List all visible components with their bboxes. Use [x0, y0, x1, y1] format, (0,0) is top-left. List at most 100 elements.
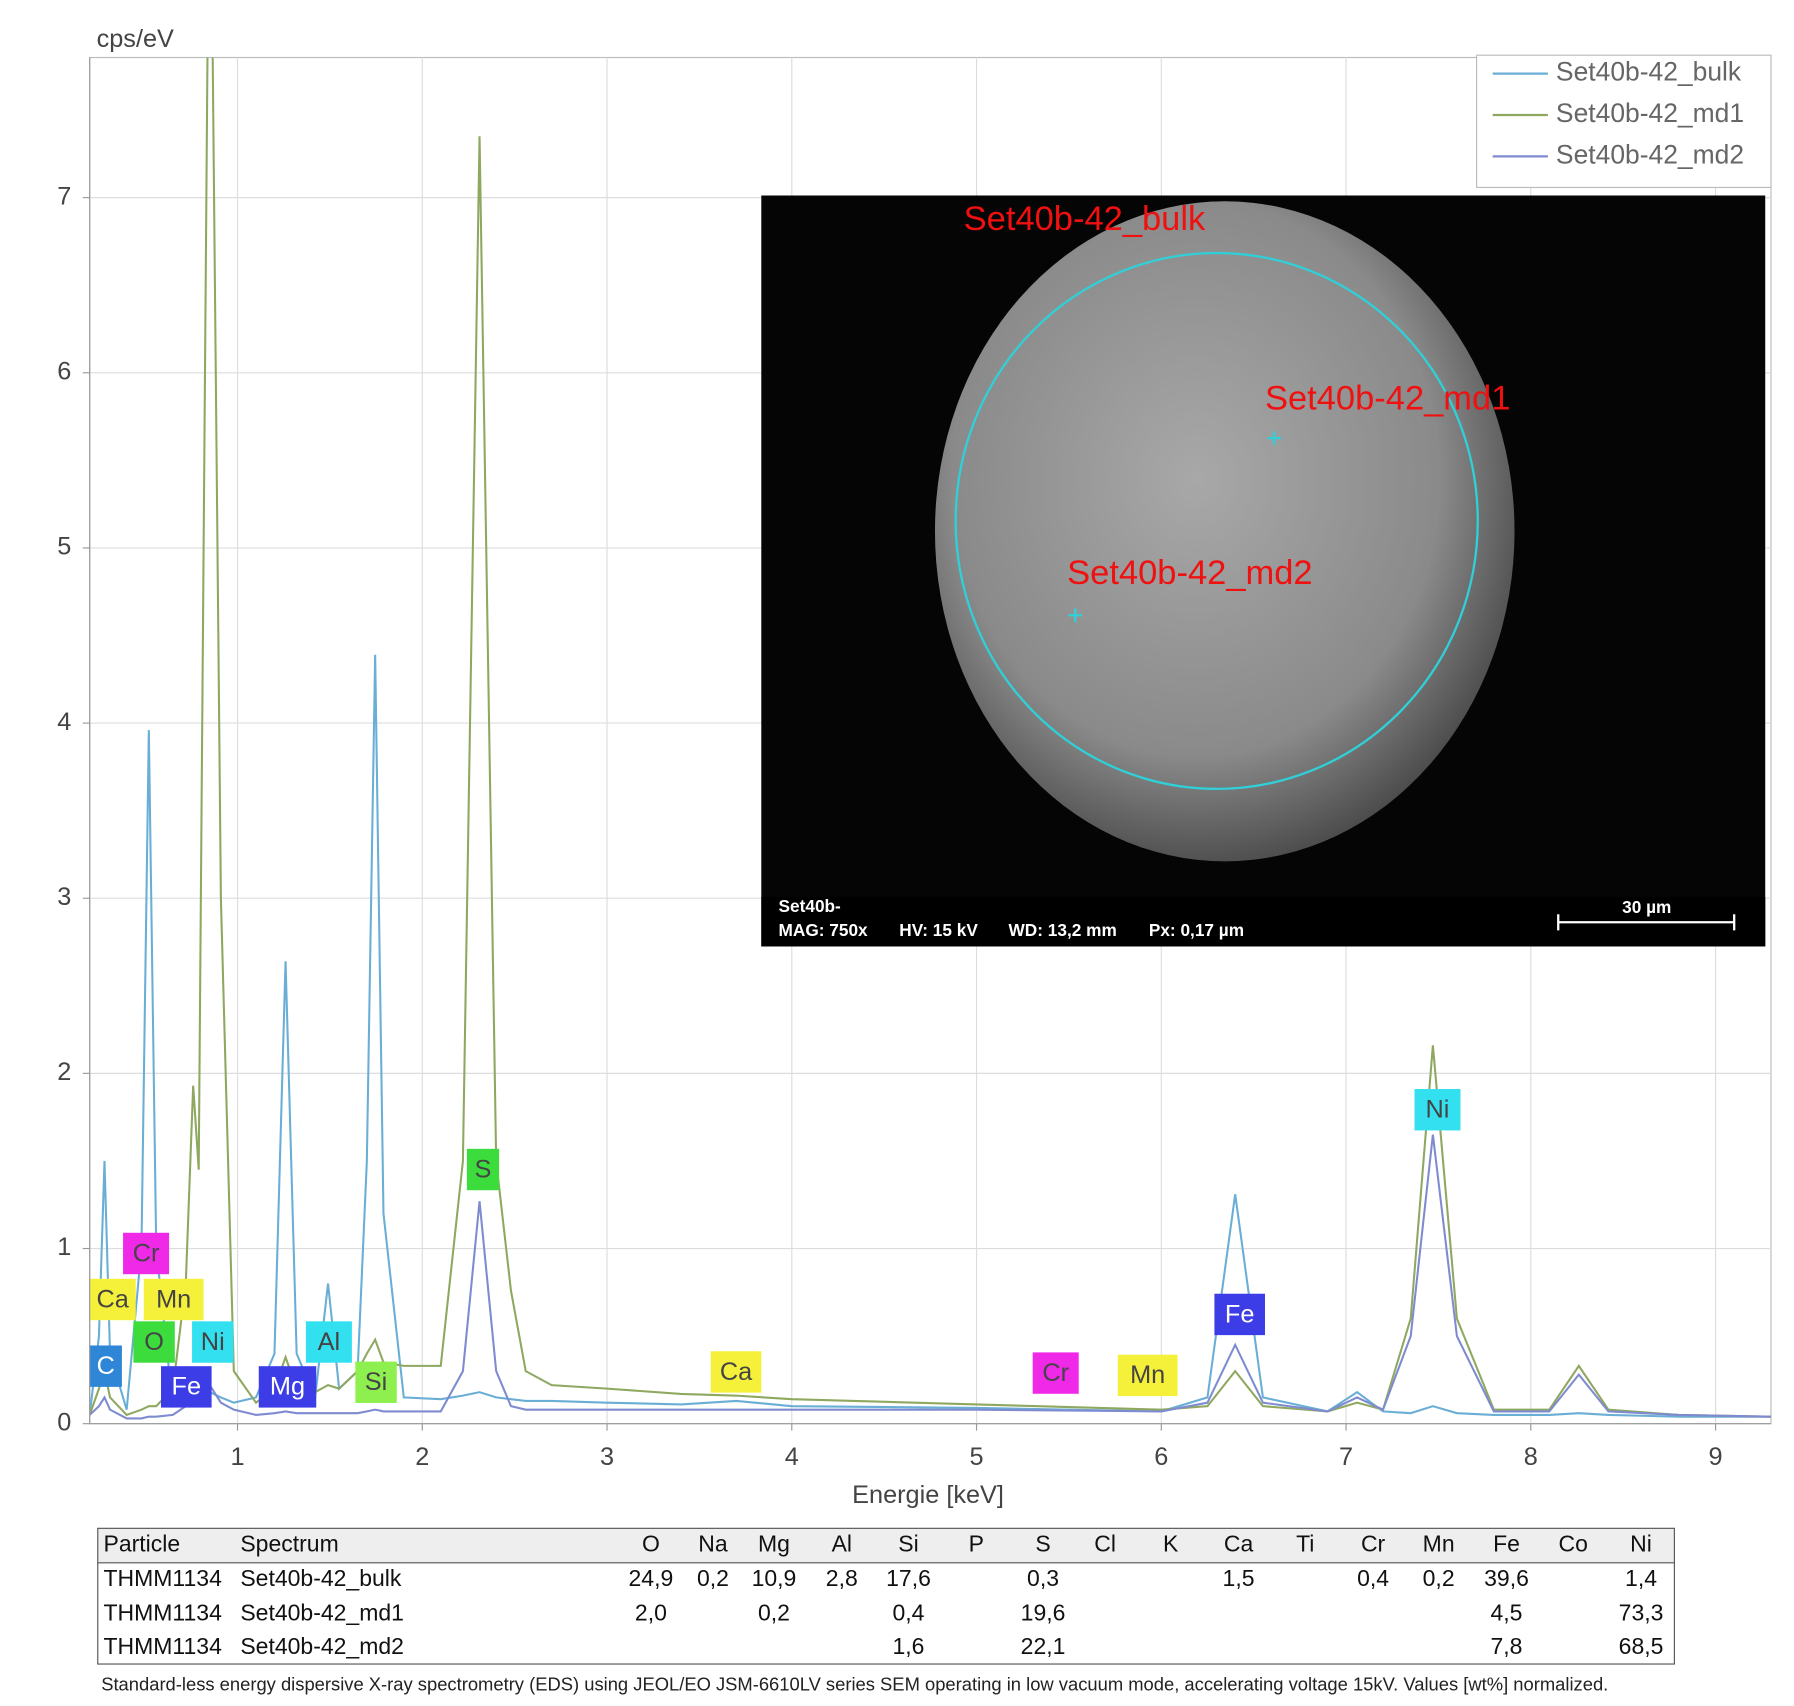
table-cell: 10,9	[752, 1565, 797, 1591]
table-cell: 0,4	[893, 1600, 925, 1626]
table-cell: 7,8	[1491, 1633, 1523, 1659]
element-box	[192, 1321, 234, 1363]
element-box	[89, 1278, 136, 1321]
table-cell: 0,2	[758, 1600, 790, 1626]
y-tick-label: 6	[57, 357, 71, 385]
table-cell: 1,4	[1625, 1565, 1657, 1591]
table-header-cell: Cl	[1094, 1531, 1116, 1557]
table-header-cell: Ca	[1224, 1531, 1254, 1557]
info-text: Set40b-	[779, 896, 842, 916]
inset-label: Set40b-42_md2	[1067, 554, 1312, 592]
table-header-cell: P	[969, 1531, 984, 1557]
table-header-cell: Al	[832, 1531, 852, 1557]
legend-label: Set40b-42_md1	[1556, 98, 1744, 128]
table-cell: Set40b-42_bulk	[240, 1565, 402, 1591]
element-box	[1032, 1352, 1079, 1394]
element-label: Al	[318, 1328, 340, 1356]
particle	[934, 201, 1515, 862]
element-label: Cr	[1042, 1359, 1069, 1387]
table-header-cell: Ni	[1630, 1531, 1652, 1557]
element-box	[258, 1366, 317, 1408]
element-label: Mn	[156, 1285, 191, 1313]
table-header-cell: Co	[1558, 1531, 1587, 1557]
table-cell: 68,5	[1619, 1633, 1664, 1659]
table-cell: 22,1	[1021, 1633, 1066, 1659]
inset-label: Set40b-42_md1	[1265, 379, 1510, 417]
table-cell: THMM1134	[104, 1633, 223, 1659]
element-label: Ni	[201, 1328, 225, 1356]
element-label: Fe	[1225, 1300, 1255, 1328]
table-cell: 17,6	[886, 1565, 931, 1591]
element-label: Cr	[133, 1239, 160, 1267]
table-header-cell: Fe	[1493, 1531, 1520, 1557]
table-header-cell: Mn	[1423, 1531, 1455, 1557]
element-box	[89, 1345, 122, 1387]
element-box	[1414, 1089, 1461, 1131]
element-label: Mn	[1130, 1361, 1165, 1389]
legend: Set40b-42_bulk Set40b-42_md1 Set40b-42_md2	[1476, 54, 1772, 189]
table-cell: 0,2	[697, 1565, 729, 1591]
x-tick-label: 7	[1339, 1443, 1353, 1471]
info-text: WD: 13,2 mm	[1009, 920, 1117, 940]
inset-image: Set40b-42_bulk Set40b-42_md1 Set40b-42_m…	[761, 195, 1766, 947]
table-border	[97, 1527, 1675, 1665]
element-label: S	[475, 1155, 492, 1183]
element-box	[305, 1321, 352, 1363]
table-cell: 19,6	[1021, 1600, 1066, 1626]
inset-label: Set40b-42_bulk	[964, 200, 1206, 238]
x-tick-label: 8	[1524, 1443, 1538, 1471]
table-cell: 0,4	[1357, 1565, 1389, 1591]
legend-box	[1476, 54, 1772, 189]
table-header-bg	[97, 1528, 1675, 1563]
table-header-cell: Particle	[104, 1531, 181, 1557]
element-label: Fe	[172, 1373, 202, 1401]
table-header-cell: Na	[698, 1531, 728, 1557]
table-cell: Set40b-42_md1	[240, 1600, 404, 1626]
table-cell: 0,3	[1027, 1565, 1059, 1591]
x-axis-label: Energie [keV]	[852, 1481, 1004, 1509]
table-cell: 24,9	[629, 1565, 674, 1591]
y-tick-label: 5	[57, 533, 71, 561]
info-text: MAG: 750x	[779, 920, 868, 940]
spot-markers	[1068, 431, 1282, 623]
table-cell: 2,0	[635, 1600, 667, 1626]
scale-bar	[1557, 914, 1736, 931]
table-header-cell: Spectrum	[240, 1531, 338, 1557]
x-tick-label: 6	[1154, 1443, 1168, 1471]
x-tick-label: 1	[230, 1443, 244, 1471]
bulk-area	[954, 251, 1479, 791]
element-label: Ni	[1426, 1096, 1450, 1124]
element-box	[710, 1351, 762, 1393]
table-header-cell: Mg	[758, 1531, 790, 1557]
y-tick-label: 0	[57, 1408, 71, 1436]
element-label: C	[97, 1352, 115, 1380]
element-box	[161, 1366, 212, 1408]
element-box	[1117, 1354, 1178, 1397]
table-header-cell: S	[1035, 1531, 1050, 1557]
y-tick-label: 3	[57, 883, 71, 911]
x-tick-label: 4	[785, 1443, 799, 1471]
table-cell: 2,8	[826, 1565, 858, 1591]
caption: Standard-less energy dispersive X-ray sp…	[101, 1674, 1608, 1695]
x-tick-label: 9	[1709, 1443, 1723, 1471]
table: Particle Spectrum O Na Mg Al Si P S Cl K Ca Ti Cr Mn Fe…	[97, 1527, 1675, 1665]
table-cell: 0,2	[1423, 1565, 1455, 1591]
element-box	[133, 1321, 175, 1363]
y-tick-label: 2	[57, 1058, 71, 1086]
y-axis-label: cps/eV	[97, 25, 174, 53]
table-cell: 4,5	[1491, 1600, 1523, 1626]
x-tick-label: 2	[415, 1443, 429, 1471]
table-header-cell: O	[642, 1531, 660, 1557]
scale-bar-label: 30 µm	[1622, 897, 1671, 917]
table-header-cell: Ti	[1296, 1531, 1314, 1557]
table-header-cell: Si	[898, 1531, 918, 1557]
table-header-cell: K	[1163, 1531, 1179, 1557]
element-box	[143, 1278, 204, 1321]
element-box	[355, 1361, 397, 1403]
table-cell: 1,5	[1223, 1565, 1255, 1591]
x-tick-label: 5	[970, 1443, 984, 1471]
element-box	[1214, 1293, 1265, 1336]
